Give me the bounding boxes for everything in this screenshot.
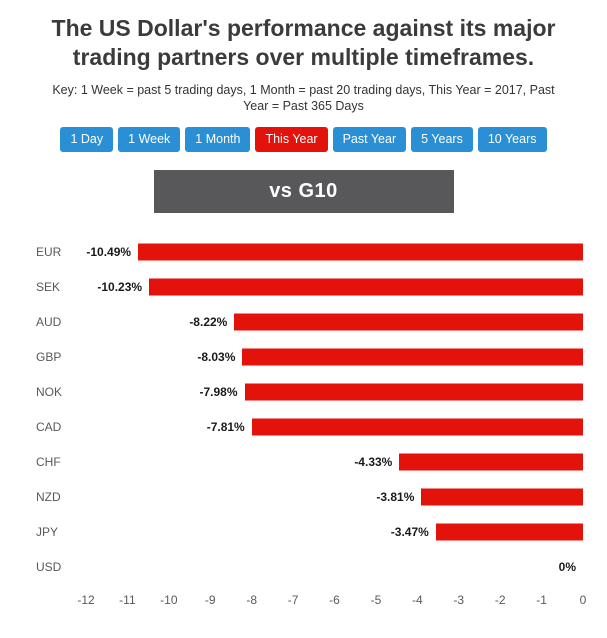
value-label: -4.33%	[354, 455, 393, 470]
timeframe-button-this-year[interactable]: This Year	[255, 127, 328, 152]
bar	[234, 313, 583, 331]
category-label: SEK	[36, 280, 61, 295]
bar-chart-rows: EUR -10.49% SEK -10.23% AUD -8.22% GBP -8.03% NO…	[24, 235, 583, 585]
x-axis-tick: -8	[246, 592, 257, 607]
x-axis-tick: -7	[287, 592, 299, 607]
group-header: vs G10	[153, 169, 454, 213]
bar-plot-area: -8.22%	[74, 305, 583, 340]
value-label: -3.81%	[376, 490, 415, 505]
bar	[251, 418, 583, 436]
timeframe-button-past-year[interactable]: Past Year	[332, 127, 407, 152]
timeframe-buttons: 1 Day 1 Week 1 Month This Year Past Year 5 Ye…	[12, 127, 595, 152]
bar-row: NOK -7.98%	[24, 375, 583, 410]
category-label: NOK	[36, 385, 63, 400]
category-label: GBP	[36, 350, 62, 365]
category-label: USD	[36, 560, 62, 575]
timeframe-button-1-month[interactable]: 1 Month	[185, 127, 251, 152]
bar-row: CHF -4.33%	[24, 445, 583, 480]
bar-row: EUR -10.49%	[24, 235, 583, 270]
value-label: -10.49%	[86, 245, 132, 260]
timeframe-button-10-years[interactable]: 10 Years	[477, 127, 547, 152]
x-axis-tick: -2	[494, 592, 506, 607]
bar-plot-area: -10.49%	[74, 235, 583, 270]
x-axis: -12 -11 -10 -9 -8 -7 -6 -5 -4 -3 -2 -1 0	[77, 589, 586, 611]
bar-row: CAD -7.81%	[24, 410, 583, 445]
bar-row: USD 0%	[24, 550, 583, 585]
x-axis-tick: -3	[453, 592, 465, 607]
x-axis-tick: -4	[411, 592, 423, 607]
bar-row: JPY -3.47%	[24, 515, 583, 550]
value-label: -8.03%	[197, 350, 236, 365]
category-label: CAD	[36, 420, 62, 435]
value-label: 0%	[558, 560, 576, 575]
bar-plot-area: -10.23%	[74, 270, 583, 305]
bar	[421, 488, 583, 506]
category-label: CHF	[36, 455, 61, 470]
group-header-label: vs G10	[269, 179, 338, 202]
bar-plot-area: -4.33%	[74, 445, 583, 480]
x-axis-tick: 0	[579, 592, 587, 607]
page: The US Dollar's performance against its …	[12, 15, 595, 611]
bar-row: GBP -8.03%	[24, 340, 583, 375]
timeframe-button-5-years[interactable]: 5 Years	[411, 127, 473, 152]
bar-row: SEK -10.23%	[24, 270, 583, 305]
bar-row: AUD -8.22%	[24, 305, 583, 340]
x-axis-tick: -11	[119, 592, 136, 607]
value-label: -10.23%	[97, 280, 143, 295]
bar	[242, 348, 583, 366]
x-axis-tick: -1	[536, 592, 547, 607]
bar	[399, 453, 583, 471]
bar-plot-area: -3.47%	[74, 515, 583, 550]
bar	[149, 278, 583, 296]
bar-plot-area: -7.81%	[74, 410, 583, 445]
bar	[435, 523, 583, 541]
timeframe-button-1-week[interactable]: 1 Week	[118, 127, 181, 152]
category-label: AUD	[36, 315, 62, 330]
key-text: Key: 1 Week = past 5 trading days, 1 Mon…	[52, 82, 555, 114]
bar	[138, 243, 583, 261]
bar	[244, 383, 583, 401]
x-axis-tick: -9	[204, 592, 216, 607]
value-label: -7.98%	[199, 385, 238, 400]
bar-plot-area: -7.98%	[74, 375, 583, 410]
timeframe-button-1-day[interactable]: 1 Day	[60, 127, 114, 152]
value-label: -7.81%	[206, 420, 245, 435]
category-label: JPY	[36, 525, 59, 540]
x-axis-tick: -12	[77, 592, 95, 607]
category-label: EUR	[36, 245, 62, 260]
x-axis-tick: -10	[160, 592, 178, 607]
value-label: -3.47%	[390, 525, 429, 540]
bar-chart: EUR -10.49% SEK -10.23% AUD -8.22% GBP -8.03% NO…	[12, 235, 595, 611]
x-axis-tick: -5	[370, 592, 382, 607]
bar-plot-area: 0%	[74, 550, 583, 585]
bar-row: NZD -3.81%	[24, 480, 583, 515]
page-title: The US Dollar's performance against its …	[51, 15, 556, 70]
bar-plot-area: -8.03%	[74, 340, 583, 375]
x-axis-tick: -6	[329, 592, 340, 607]
value-label: -8.22%	[189, 315, 228, 330]
category-label: NZD	[36, 490, 61, 505]
bar-plot-area: -3.81%	[74, 480, 583, 515]
